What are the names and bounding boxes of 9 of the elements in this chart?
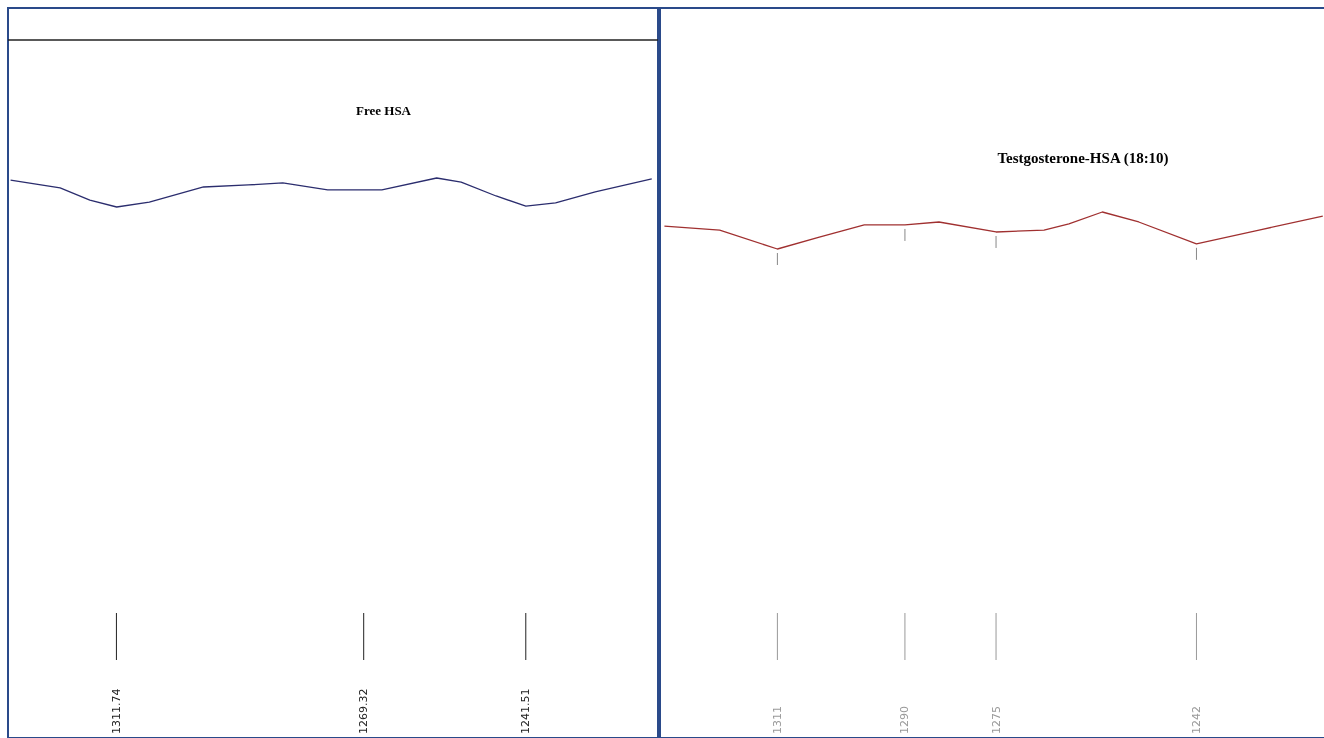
chart-title: Free HSA — [356, 103, 412, 118]
x-tick-label: 1311 — [770, 706, 784, 734]
x-tick-label: 1290 — [898, 706, 912, 734]
x-tick-label: 1269.32 — [357, 688, 371, 734]
x-tick-label: 1241.51 — [519, 688, 533, 734]
x-tick-label: 1275 — [989, 706, 1003, 734]
x-tick-label: 1242 — [1189, 706, 1203, 734]
chart-title: Testgosterone-HSA (18:10) — [997, 150, 1169, 167]
x-tick-label: 1311.74 — [109, 688, 123, 734]
